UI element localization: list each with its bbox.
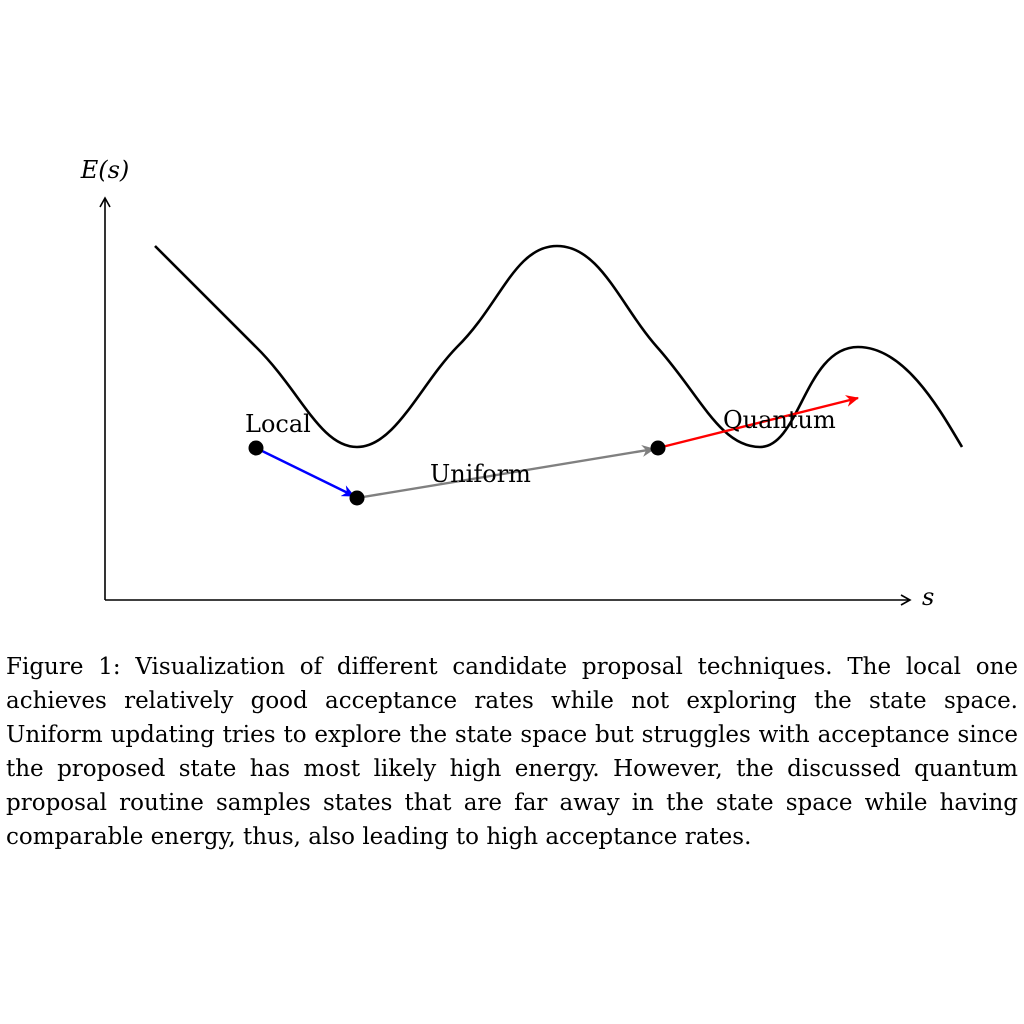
- local-proposal-arrow: [255, 446, 355, 498]
- quantum-label: Quantum: [723, 406, 836, 434]
- caption-text: Visualization of different candidate pro…: [6, 654, 1019, 850]
- uniform-proposal-arrow: [356, 445, 655, 500]
- uniform-state-point: [650, 440, 666, 456]
- uniform-label: Uniform: [430, 460, 531, 488]
- local-label: Local: [245, 410, 311, 438]
- quantum-proposal-arrow: [657, 395, 859, 450]
- energy-curve: [154, 244, 964, 449]
- initial-state-point: [248, 440, 264, 456]
- x-axis-label: s: [922, 583, 934, 611]
- y-axis-label: E(s): [80, 156, 130, 184]
- energy-landscape-diagram: E(s) s Local Uniform Quantum: [80, 156, 964, 611]
- figure-caption: Figure 1: Visualization of different can…: [6, 650, 1018, 854]
- local-state-point: [349, 490, 365, 506]
- caption-label: Figure 1:: [6, 654, 121, 680]
